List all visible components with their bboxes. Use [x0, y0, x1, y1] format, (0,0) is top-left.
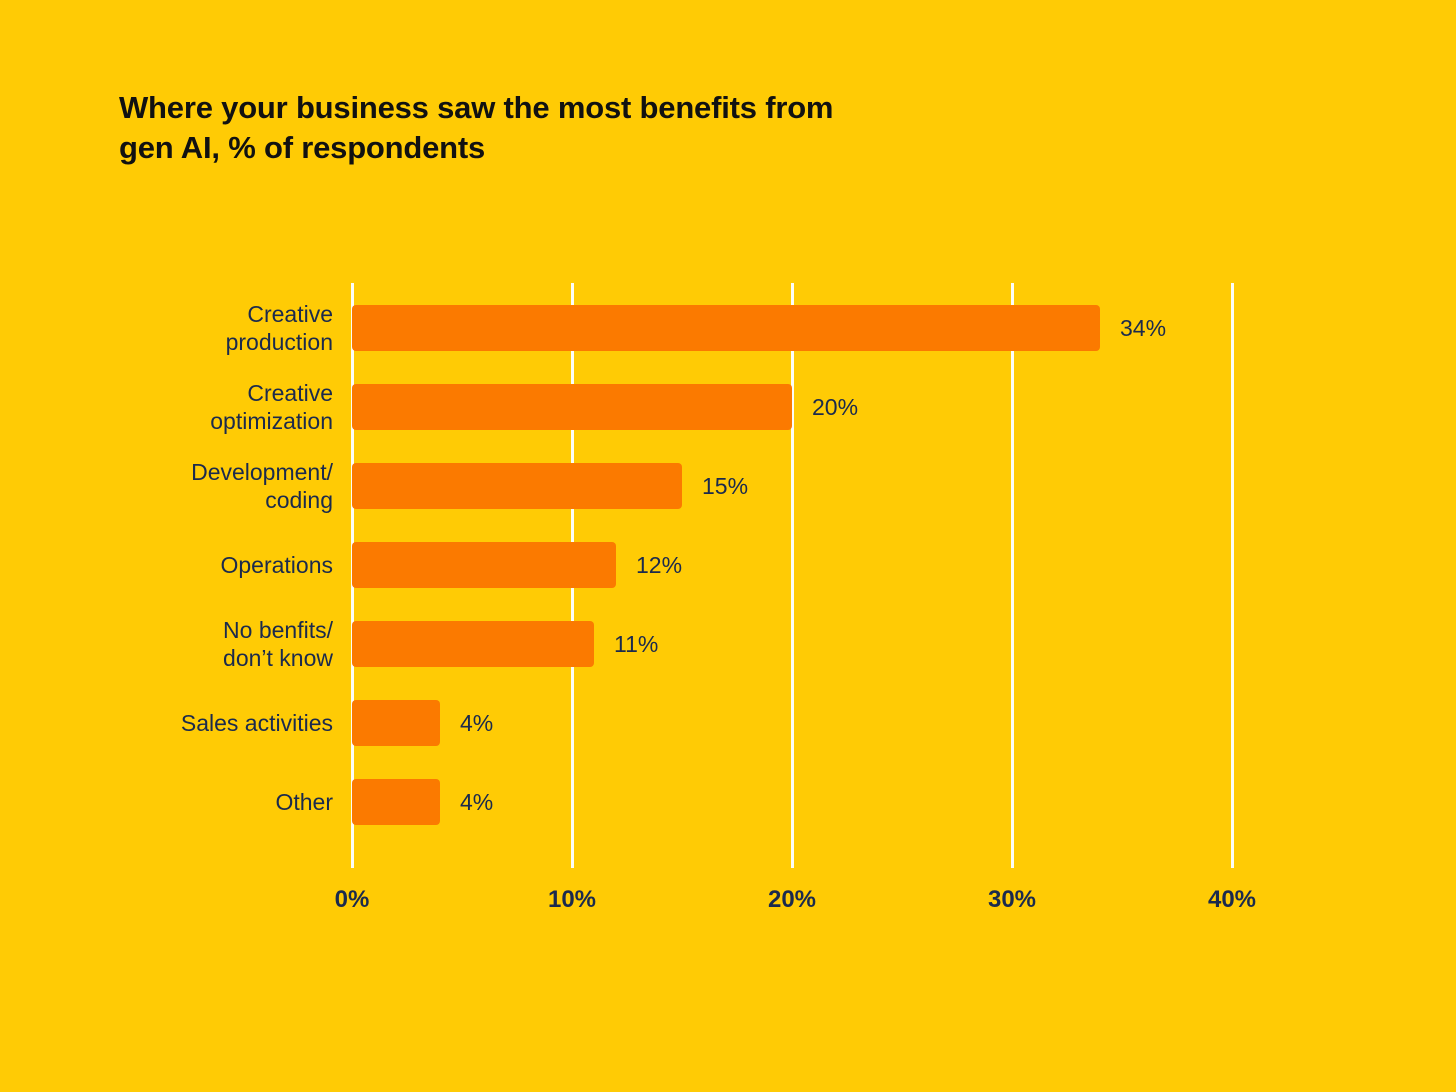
bar-value-label: 11%: [614, 630, 659, 657]
x-tick-label: 0%: [334, 886, 370, 913]
bar: [352, 779, 440, 825]
x-tick-label: 30%: [987, 886, 1037, 913]
bar-value-label: 12%: [636, 551, 683, 578]
chart-title: Where your business saw the most benefit…: [119, 90, 834, 165]
bar: [352, 621, 594, 667]
x-tick-label: 40%: [1207, 886, 1257, 913]
bar: [352, 384, 792, 430]
x-tick-label: 20%: [767, 886, 817, 913]
plot-area: 34% Creative production 20% Creative optimi…: [181, 283, 1234, 868]
bar-value-label: 4%: [460, 709, 494, 736]
gridline: [790, 283, 794, 868]
bar: [352, 542, 616, 588]
category-label: Operations: [220, 552, 333, 578]
category-label: Creative production: [225, 301, 333, 355]
bar: [352, 463, 682, 509]
bar-value-label: 4%: [460, 788, 494, 815]
bar-value-label: 15%: [702, 472, 749, 499]
category-label: Other: [275, 789, 333, 815]
x-tick-label: 10%: [547, 886, 597, 913]
gridline: [1010, 283, 1014, 868]
bar-value-label: 20%: [812, 393, 859, 420]
gridline: [1230, 283, 1234, 868]
category-label: No benfits/ don’t know: [223, 617, 333, 671]
category-label: Creative optimization: [210, 380, 333, 434]
bar-value-label: 34%: [1120, 314, 1167, 341]
category-label: Development/ coding: [191, 459, 333, 513]
category-label: Sales activities: [180, 710, 333, 736]
bar: [352, 305, 1100, 351]
bar: [352, 700, 440, 746]
